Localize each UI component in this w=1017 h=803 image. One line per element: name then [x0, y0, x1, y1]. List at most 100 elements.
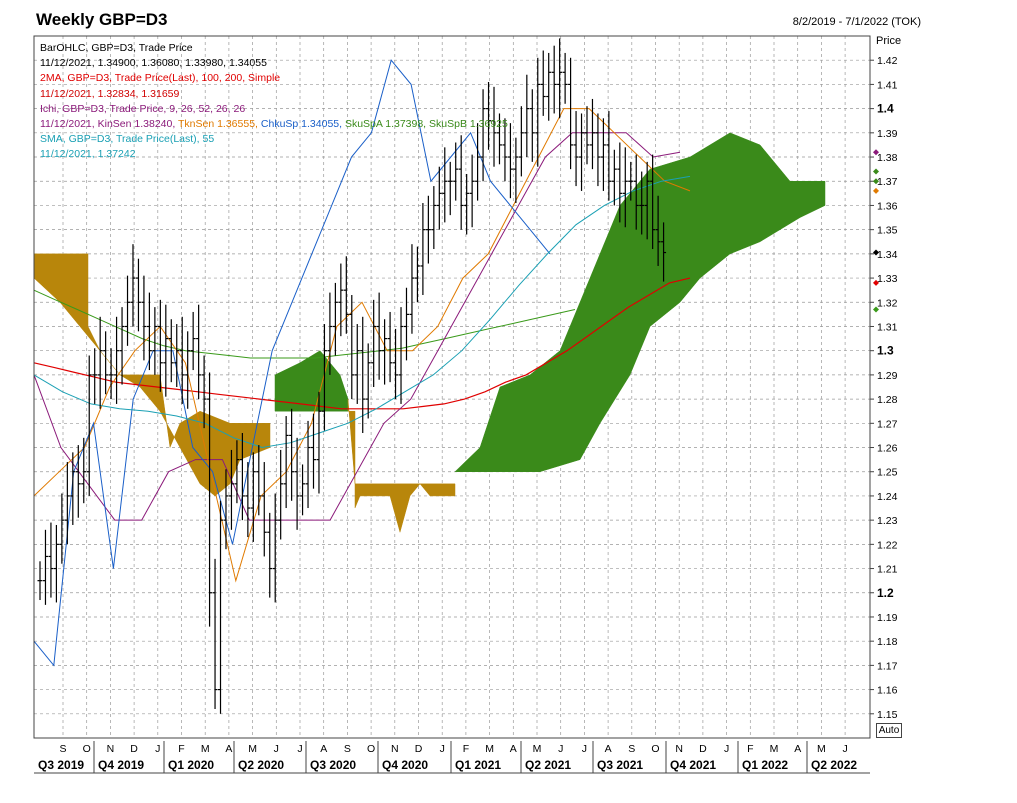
- ohlc-bar: [589, 98, 595, 170]
- chart-legend: BarOHLC, GBP=D3, Trade Price 11/12/2021, …: [40, 41, 508, 163]
- y-tick-label: 1.17: [877, 660, 898, 672]
- ohlc-bar: [447, 161, 453, 216]
- ohlc-bar: [53, 524, 59, 603]
- x-month-label: S: [59, 743, 66, 755]
- ohlc-bar: [579, 113, 585, 191]
- y-tick-label: 1.2: [877, 586, 894, 600]
- ohlc-bar: [507, 123, 513, 199]
- x-month-label: J: [582, 743, 587, 755]
- plot-border: [33, 35, 871, 739]
- y-tick-label: 1.31: [877, 321, 898, 333]
- ohlc-bar: [157, 299, 163, 392]
- y-tick-label: 1.32: [877, 297, 898, 309]
- ohlc-bar: [81, 437, 87, 504]
- ohlc-bar: [316, 391, 322, 494]
- ohlc-bar: [201, 355, 207, 429]
- legend-segment: SkuSpA 1.37398,: [344, 118, 430, 131]
- ohlc-bar: [486, 81, 492, 150]
- ohlc-bar: [174, 324, 180, 387]
- cloud-bullish: [454, 132, 826, 472]
- x-quarter-label: Q3 2020: [310, 758, 356, 772]
- ohlc-bar: [655, 195, 661, 266]
- ohlc-bar: [311, 413, 316, 489]
- legend-row: 11/12/2021, 1.32834, 1.31659: [40, 87, 180, 100]
- x-quarter-label: Q1 2022: [742, 758, 788, 772]
- ohlc-bar: [409, 244, 415, 334]
- x-month-label: O: [651, 743, 659, 755]
- y-tick-label: 1.29: [877, 370, 898, 382]
- x-quarter-label: Q1 2021: [455, 758, 501, 772]
- ohlc-bar: [196, 304, 202, 400]
- y-tick-label: 1.15: [877, 709, 898, 721]
- ohlc-bar: [584, 106, 590, 165]
- ohlc-bar: [371, 299, 377, 387]
- ohlc-bar: [573, 111, 579, 187]
- y-tick-label: 1.24: [877, 491, 898, 503]
- y-tick-label: 1.34: [877, 249, 898, 261]
- ohlc-bar: [644, 161, 650, 240]
- ohlc-bar: [480, 89, 486, 182]
- x-month-label: O: [83, 743, 91, 755]
- ohlc-bar: [524, 74, 530, 158]
- ohlc-bar: [327, 292, 333, 375]
- ohlc-bar: [212, 558, 218, 709]
- y-tick-label: 1.22: [877, 539, 898, 551]
- ohlc-bar: [387, 311, 393, 383]
- series-line: [33, 132, 681, 521]
- chart-title: Weekly GBP=D3: [36, 10, 168, 29]
- x-month-label: J: [440, 743, 445, 755]
- y-tick-label: 1.21: [877, 564, 898, 576]
- price-axis-title: Price: [876, 35, 902, 47]
- y-tick-label: 1.4: [877, 102, 894, 116]
- x-month-label: M: [248, 743, 257, 755]
- grid: [34, 36, 870, 738]
- ohlc-bar: [622, 147, 628, 228]
- ohlc-bar: [283, 416, 289, 509]
- x-month-label: A: [225, 743, 232, 755]
- auto-scale-button[interactable]: Auto: [876, 723, 902, 738]
- ohlc-bar: [513, 137, 519, 204]
- ohlc-bar: [300, 464, 306, 516]
- price-markers: [873, 149, 879, 313]
- ohlc-bar: [600, 118, 606, 191]
- x-month-label: A: [794, 743, 801, 755]
- y-tick-label: 1.25: [877, 467, 898, 479]
- x-month-label: A: [605, 743, 612, 755]
- ohlc-bar: [661, 222, 667, 282]
- ohlc-bar: [535, 57, 541, 167]
- ohlc-bar: [338, 263, 344, 337]
- ohlc-bar: [294, 437, 300, 530]
- x-month-label: J: [297, 743, 302, 755]
- ohlc-bar: [141, 275, 147, 361]
- price-marker: [873, 306, 879, 313]
- x-month-label: M: [817, 743, 826, 755]
- ohlc-bar: [97, 316, 103, 409]
- ohlc-bar: [475, 123, 481, 201]
- series-line: [33, 175, 691, 449]
- ohlc-bar: [86, 355, 92, 496]
- ohlc-bar: [179, 316, 185, 404]
- ohlc-bar: [228, 449, 234, 530]
- x-month-label: F: [178, 743, 184, 755]
- x-month-label: D: [415, 743, 423, 755]
- ohlc-bar: [245, 462, 251, 538]
- ohlc-bar: [393, 328, 399, 400]
- ohlc-bar: [135, 258, 141, 332]
- ohlc-bar: [114, 316, 120, 404]
- x-quarter-label: Q2 2022: [811, 758, 857, 772]
- ohlc-bar: [398, 307, 404, 404]
- legend-row: Ichi, GBP=D3, Trade Price, 9, 26, 52, 26…: [40, 102, 246, 115]
- x-quarter-label: Q4 2021: [670, 758, 716, 772]
- ohlc-bar: [529, 89, 535, 162]
- price-marker: [873, 187, 879, 194]
- y-tick-label: 1.18: [877, 636, 898, 648]
- x-quarter-label: Q4 2020: [382, 758, 428, 772]
- y-tick-label: 1.37: [877, 176, 898, 188]
- ohlc-bar: [92, 348, 98, 404]
- legend-segment: TknSen 1.36555,: [177, 118, 261, 131]
- legend-segment: ChkuSp 1.34055,: [260, 118, 345, 131]
- x-month-label: A: [510, 743, 517, 755]
- x-month-label: J: [724, 743, 729, 755]
